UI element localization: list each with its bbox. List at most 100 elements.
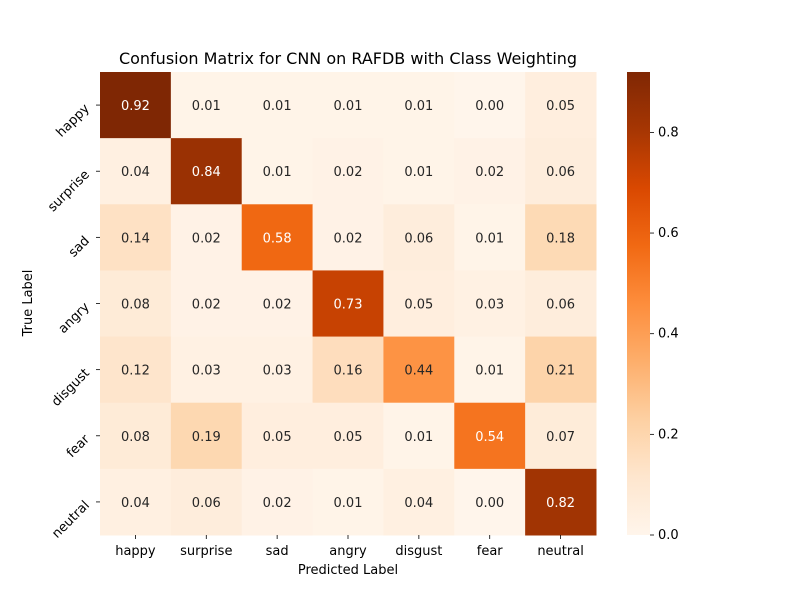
cell-value-label: 0.06	[192, 496, 221, 511]
heatmap-cell	[100, 336, 172, 404]
cell-value-label: 0.08	[121, 298, 150, 313]
x-axis-ticks: happy surprise sad angry disgust fear neutral	[115, 535, 584, 559]
heatmap-cell	[170, 468, 243, 536]
cell-value-label: 0.16	[334, 364, 363, 379]
heatmap-cell	[170, 270, 243, 338]
y-tick-label: disgust	[49, 366, 93, 410]
cell-value-label: 0.02	[475, 165, 504, 180]
colorbar-tick-label: 0.2	[658, 427, 679, 442]
heatmap-cell	[241, 72, 314, 139]
cell-value-label: 0.02	[263, 496, 292, 511]
heatmap-cell	[100, 270, 172, 338]
x-tick-label: sad	[266, 544, 289, 559]
heatmap-cell	[525, 468, 597, 536]
heatmap-cell	[383, 138, 455, 205]
heatmap-cell	[170, 204, 243, 271]
heatmap-cell	[525, 138, 597, 205]
heatmap-cell	[525, 402, 597, 470]
heatmap-cell	[383, 468, 455, 536]
heatmap-cell	[383, 204, 455, 271]
cell-value-label: 0.02	[192, 298, 221, 313]
cell-value-label: 0.05	[404, 298, 433, 313]
y-axis-ticks: happy surprise sad angry disgust fear neutral	[45, 101, 100, 542]
heatmap-cell	[383, 270, 455, 338]
y-axis-label: True Label	[21, 270, 36, 338]
heatmap-cells: 0.92 0.01 0.01 0.01 0.01 0.00 0.05 0.04 0.84 0.01…	[100, 72, 597, 536]
heatmap-cell	[241, 204, 314, 271]
cell-value-label: 0.01	[475, 364, 504, 379]
heatmap-cell	[525, 336, 597, 404]
colorbar-tick-label: 0.8	[658, 125, 679, 140]
heatmap-cell	[170, 72, 243, 139]
cell-value-label: 0.44	[404, 364, 433, 379]
heatmap-cell	[525, 270, 597, 338]
heatmap-cell	[100, 138, 172, 205]
cell-value-label: 0.21	[546, 364, 575, 379]
heatmap-cell	[170, 336, 243, 404]
cell-value-label: 0.06	[404, 231, 433, 246]
cell-value-label: 0.03	[475, 298, 504, 313]
x-tick-label: happy	[115, 544, 156, 559]
cell-value-label: 0.02	[192, 231, 221, 246]
cell-value-label: 0.03	[192, 364, 221, 379]
heatmap-cell	[241, 138, 314, 205]
cell-value-label: 0.05	[546, 99, 575, 114]
heatmap-cell	[454, 270, 526, 338]
cell-value-label: 0.73	[334, 298, 363, 313]
heatmap-cell	[454, 336, 526, 404]
heatmap-cell	[525, 204, 597, 271]
heatmap-cell	[454, 138, 526, 205]
heatmap-cell	[312, 138, 384, 205]
cell-value-label: 0.01	[334, 496, 363, 511]
cell-value-label: 0.19	[192, 430, 221, 445]
cell-value-label: 0.18	[546, 231, 575, 246]
cell-value-label: 0.82	[546, 496, 575, 511]
cell-value-label: 0.05	[334, 430, 363, 445]
heatmap-cell	[312, 204, 384, 271]
heatmap-cell	[312, 270, 384, 338]
heatmap-cell	[170, 402, 243, 470]
heatmap-cell	[525, 72, 597, 139]
heatmap-cell	[454, 402, 526, 470]
cell-value-label: 0.08	[121, 430, 150, 445]
colorbar: 0.0 0.2 0.4 0.6 0.8	[627, 72, 679, 543]
heatmap-cell	[241, 468, 314, 536]
y-tick-label: surprise	[45, 167, 93, 215]
cell-value-label: 0.01	[404, 430, 433, 445]
cell-value-label: 0.06	[546, 165, 575, 180]
heatmap-cell	[383, 72, 455, 139]
cell-value-label: 0.03	[263, 364, 292, 379]
colorbar-gradient	[627, 72, 650, 535]
cell-value-label: 0.04	[121, 496, 150, 511]
cell-value-label: 0.54	[475, 430, 504, 445]
cell-value-label: 0.01	[404, 165, 433, 180]
cell-value-label: 0.05	[263, 430, 292, 445]
cell-value-label: 0.00	[475, 99, 504, 114]
heatmap-cell	[100, 72, 172, 139]
heatmap-cell	[312, 72, 384, 139]
heatmap-cell	[241, 336, 314, 404]
y-tick-label: happy	[54, 101, 93, 140]
y-tick-label: neutral	[49, 498, 92, 541]
cell-value-label: 0.01	[263, 99, 292, 114]
heatmap-cell	[312, 468, 384, 536]
cell-value-label: 0.12	[121, 364, 150, 379]
heatmap-cell	[312, 402, 384, 470]
cell-value-label: 0.01	[263, 165, 292, 180]
x-tick-label: fear	[477, 544, 504, 559]
colorbar-tick-label: 0.6	[658, 226, 679, 241]
cell-value-label: 0.92	[121, 99, 150, 114]
cell-value-label: 0.01	[475, 231, 504, 246]
heatmap-cell	[100, 468, 172, 536]
y-tick-label: angry	[56, 300, 93, 337]
heatmap-cell	[454, 204, 526, 271]
cell-value-label: 0.00	[475, 496, 504, 511]
colorbar-tick-label: 0.0	[658, 528, 679, 543]
cell-value-label: 0.07	[546, 430, 575, 445]
cell-value-label: 0.02	[263, 298, 292, 313]
cell-value-label: 0.58	[263, 231, 292, 246]
cell-value-label: 0.01	[404, 99, 433, 114]
cell-value-label: 0.01	[334, 99, 363, 114]
x-tick-label: angry	[329, 544, 367, 559]
